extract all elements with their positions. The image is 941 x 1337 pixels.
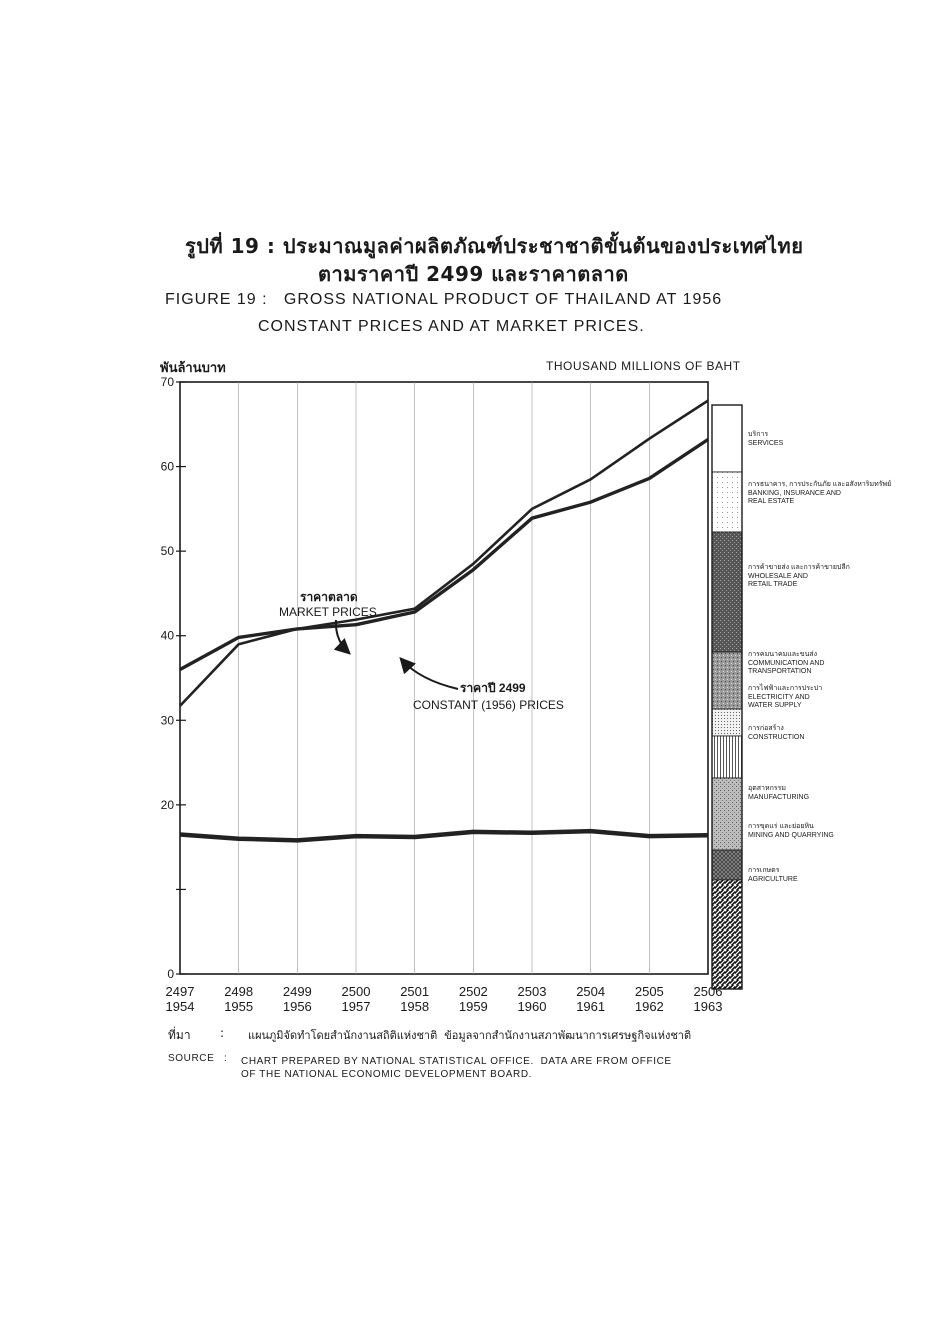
plot-frame — [179, 381, 709, 975]
x-tick-label-ad: 1963 — [694, 999, 723, 1014]
y-tick-label: 40 — [161, 629, 175, 643]
series-market-prices — [179, 399, 709, 707]
x-tick-label-ad: 1962 — [635, 999, 664, 1014]
legend-label-en: REAL ESTATE — [748, 498, 794, 505]
x-tick-label-ad: 1961 — [576, 999, 605, 1014]
series-agriculture — [179, 828, 709, 843]
x-tick-label-thai: 2498 — [224, 984, 253, 999]
x-tick-label-ad: 1955 — [224, 999, 253, 1014]
source-en-colon: : — [224, 1053, 228, 1064]
legend-label-thai: การคมนาคมและขนส่ง — [748, 651, 817, 658]
y-tick-label: 20 — [161, 798, 175, 812]
series-layer — [179, 399, 709, 843]
legend-swatch — [711, 531, 743, 653]
x-tick-label-thai: 2499 — [283, 984, 312, 999]
legend-label-thai: อุตสาหกรรม — [748, 785, 786, 792]
source-thai-text: แผนภูมิจัดทำโดยสำนักงานสถิติแห่งชาติ ข้อ… — [248, 1029, 692, 1042]
legend-swatch — [711, 735, 743, 779]
x-tick-label-ad: 1958 — [400, 999, 429, 1014]
legend-label-en: AGRICULTURE — [748, 876, 798, 883]
sector-legend: บริการ SERVICES การธนาคาร, การประกันภัย แล… — [711, 404, 891, 990]
legend-label-thai: การก่อสร้าง — [748, 724, 784, 732]
x-tick-label-thai: 2504 — [576, 984, 605, 999]
legend-label-thai: การค้าขายส่ง และการค้าขายปลีก — [748, 563, 850, 571]
legend-label-en: COMMUNICATION AND — [748, 660, 824, 667]
x-tick-label-ad: 1959 — [459, 999, 488, 1014]
y-tick-label: 0 — [167, 967, 174, 981]
y-tick-label: 70 — [161, 375, 175, 389]
legend-label-en: ELECTRICITY AND — [748, 694, 810, 701]
y-axis: 0 20 30 40 50 60 70 — [161, 375, 186, 981]
legend-swatch — [711, 404, 743, 473]
x-tick-label-thai: 2505 — [635, 984, 664, 999]
grid-layer — [238, 382, 650, 974]
y-tick-label: 50 — [161, 544, 175, 558]
x-tick-label-ad: 1957 — [342, 999, 371, 1014]
legend-label-en: WHOLESALE AND — [748, 573, 808, 580]
legend-label-en: BANKING, INSURANCE AND — [748, 490, 841, 497]
legend-label-thai: การขุดแร่ และย่อยหิน — [748, 822, 814, 830]
legend-label-thai: บริการ — [748, 430, 768, 438]
x-tick-label-thai: 2501 — [400, 984, 429, 999]
legend-swatch — [711, 651, 743, 710]
annotation-market-en: MARKET PRICES — [279, 605, 377, 619]
source-en-line2: OF THE NATIONAL ECONOMIC DEVELOPMENT BOA… — [241, 1069, 533, 1080]
legend-label-thai: การเกษตร — [748, 867, 780, 874]
legend-label-en: MINING AND QUARRYING — [748, 832, 834, 839]
x-tick-label-thai: 2502 — [459, 984, 488, 999]
x-tick-label-ad: 1956 — [283, 999, 312, 1014]
source-en-line1: CHART PREPARED BY NATIONAL STATISTICAL O… — [241, 1056, 672, 1067]
annotation-market-arrow — [333, 619, 351, 655]
annotation-constant-arrow — [399, 657, 459, 690]
thai-title-line2: ตามราคาปี 2499 และราคาตลาด — [318, 262, 629, 286]
legend-label-thai: การธนาคาร, การประกันภัย และอสังหาริมทรัพ… — [748, 480, 891, 488]
legend-swatch — [711, 708, 743, 737]
y-tick-label: 60 — [161, 460, 175, 474]
y-tick-label: 30 — [161, 713, 175, 727]
annotation-constant-thai: ราคาปี 2499 — [460, 681, 526, 695]
x-tick-label-thai: 2503 — [518, 984, 547, 999]
x-tick-label-ad: 1960 — [518, 999, 547, 1014]
unit-label-thai: พันล้านบาท — [160, 361, 226, 376]
legend-label-en: RETAIL TRADE — [748, 581, 798, 588]
figure-title-line2: CONSTANT PRICES AND AT MARKET PRICES. — [258, 318, 645, 335]
source-thai-label: ที่มา — [168, 1028, 191, 1042]
legend-label-en: CONSTRUCTION — [748, 734, 804, 741]
legend-swatch — [711, 471, 743, 533]
series-constant-prices — [179, 438, 709, 671]
legend-label-en: SERVICES — [748, 440, 784, 447]
x-tick-label-thai: 2500 — [342, 984, 371, 999]
legend-label-en: MANUFACTURING — [748, 794, 809, 801]
legend-swatch — [711, 849, 743, 881]
legend-label-en: TRANSPORTATION — [748, 668, 811, 675]
figure-title-line1: FIGURE 19 : GROSS NATIONAL PRODUCT OF TH… — [165, 291, 723, 308]
annotation-market-thai: ราคาตลาด — [300, 590, 358, 604]
source-thai-colon: : — [220, 1026, 225, 1040]
legend-swatch — [711, 879, 743, 990]
legend-swatch — [711, 777, 743, 851]
x-tick-label-thai: 2497 — [166, 984, 195, 999]
x-tick-label-ad: 1954 — [166, 999, 195, 1014]
thai-title-line1: รูปที่ 19 : ประมาณมูลค่าผลิตภัณฑ์ประชาชา… — [185, 234, 804, 258]
source-en-label: SOURCE — [168, 1053, 215, 1064]
legend-label-thai: การไฟฟ้าและการประปา — [748, 683, 822, 692]
unit-label-en: THOUSAND MILLIONS OF BAHT — [546, 359, 741, 373]
legend-label-en: WATER SUPPLY — [748, 702, 802, 709]
legend-bar-frame — [711, 404, 743, 990]
annotation-constant-en: CONSTANT (1956) PRICES — [413, 698, 564, 712]
